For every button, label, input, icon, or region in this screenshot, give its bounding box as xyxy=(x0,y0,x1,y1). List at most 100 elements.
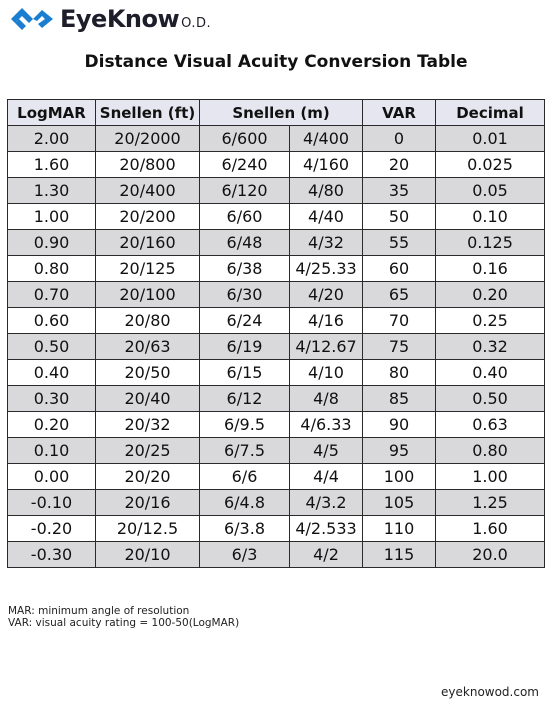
cell-snellen-m-6: 6/15 xyxy=(199,359,290,386)
cell-decimal: 0.025 xyxy=(435,151,546,178)
cell-snellen-ft: 20/2000 xyxy=(95,125,200,152)
footnote-mar: MAR: minimum angle of resolution xyxy=(8,605,190,617)
brand-name: EyeKnow xyxy=(60,5,180,33)
cell-logmar: 0.40 xyxy=(7,359,96,386)
cell-snellen-m-4: 4/6.33 xyxy=(288,411,364,438)
table-row: -0.10 20/16 6/4.8 4/3.2 105 1.25 xyxy=(7,489,546,516)
table-body: 2.00 20/2000 6/600 4/400 0 0.01 1.60 20/800 6/24… xyxy=(7,125,546,568)
cell-snellen-m-6: 6/4.8 xyxy=(199,489,290,516)
cell-snellen-m-4: 4/25.33 xyxy=(288,255,364,282)
cell-snellen-m-6: 6/3 xyxy=(199,541,290,568)
cell-snellen-m-6: 6/240 xyxy=(199,151,290,178)
table-row: 0.00 20/20 6/6 4/4 100 1.00 xyxy=(7,463,546,490)
cell-snellen-m-4: 4/16 xyxy=(288,307,364,334)
cell-decimal: 0.05 xyxy=(435,177,546,204)
cell-var: 35 xyxy=(362,177,437,204)
cell-snellen-m-4: 4/2.533 xyxy=(288,515,364,542)
cell-snellen-m-6: 6/38 xyxy=(199,255,290,282)
cell-snellen-ft: 20/12.5 xyxy=(95,515,200,542)
cell-snellen-ft: 20/40 xyxy=(95,385,200,412)
cell-snellen-ft: 20/160 xyxy=(95,229,200,256)
cell-snellen-ft: 20/800 xyxy=(95,151,200,178)
cell-decimal: 0.32 xyxy=(435,333,546,360)
cell-snellen-m-6: 6/120 xyxy=(199,177,290,204)
cell-snellen-m-4: 4/10 xyxy=(288,359,364,386)
cell-snellen-m-4: 4/32 xyxy=(288,229,364,256)
cell-snellen-m-6: 6/30 xyxy=(199,281,290,308)
cell-snellen-m-4: 4/5 xyxy=(288,437,364,464)
table-row: 1.00 20/200 6/60 4/40 50 0.10 xyxy=(7,203,546,230)
cell-snellen-ft: 20/400 xyxy=(95,177,200,204)
cell-var: 85 xyxy=(362,385,437,412)
cell-snellen-m-4: 4/20 xyxy=(288,281,364,308)
cell-decimal: 0.125 xyxy=(435,229,546,256)
acuity-conversion-table: LogMAR Snellen (ft) Snellen (m) VAR Deci… xyxy=(7,99,546,568)
cell-logmar: 0.10 xyxy=(7,437,96,464)
cell-logmar: 0.50 xyxy=(7,333,96,360)
cell-snellen-m-6: 6/9.5 xyxy=(199,411,290,438)
cell-snellen-m-4: 4/160 xyxy=(288,151,364,178)
table-row: 0.90 20/160 6/48 4/32 55 0.125 xyxy=(7,229,546,256)
table-row: 0.50 20/63 6/19 4/12.67 75 0.32 xyxy=(7,333,546,360)
cell-var: 0 xyxy=(362,125,437,152)
cell-decimal: 20.0 xyxy=(435,541,546,568)
table-row: 1.30 20/400 6/120 4/80 35 0.05 xyxy=(7,177,546,204)
cell-logmar: 1.30 xyxy=(7,177,96,204)
cell-snellen-m-4: 4/4 xyxy=(288,463,364,490)
eyeknow-logo-icon xyxy=(11,8,53,30)
cell-logmar: 0.20 xyxy=(7,411,96,438)
table-row: 0.10 20/25 6/7.5 4/5 95 0.80 xyxy=(7,437,546,464)
cell-logmar: 0.90 xyxy=(7,229,96,256)
cell-logmar: 0.60 xyxy=(7,307,96,334)
page-title: Distance Visual Acuity Conversion Table xyxy=(84,52,468,72)
cell-decimal: 1.00 xyxy=(435,463,546,490)
cell-var: 75 xyxy=(362,333,437,360)
table-row: 0.80 20/125 6/38 4/25.33 60 0.16 xyxy=(7,255,546,282)
cell-snellen-m-4: 4/8 xyxy=(288,385,364,412)
cell-var: 110 xyxy=(362,515,437,542)
cell-snellen-ft: 20/80 xyxy=(95,307,200,334)
cell-snellen-m-6: 6/3.8 xyxy=(199,515,290,542)
cell-snellen-m-6: 6/6 xyxy=(199,463,290,490)
table-row: 0.70 20/100 6/30 4/20 65 0.20 xyxy=(7,281,546,308)
table-row: -0.20 20/12.5 6/3.8 4/2.533 110 1.60 xyxy=(7,515,546,542)
cell-snellen-m-6: 6/60 xyxy=(199,203,290,230)
cell-logmar: -0.30 xyxy=(7,541,96,568)
cell-decimal: 0.01 xyxy=(435,125,546,152)
cell-snellen-m-6: 6/24 xyxy=(199,307,290,334)
header-var: VAR xyxy=(362,99,437,126)
table-row: 0.40 20/50 6/15 4/10 80 0.40 xyxy=(7,359,546,386)
cell-snellen-ft: 20/32 xyxy=(95,411,200,438)
footnote-var: VAR: visual acuity rating = 100-50(LogMA… xyxy=(8,617,240,629)
cell-snellen-m-6: 6/600 xyxy=(199,125,290,152)
cell-snellen-m-4: 4/3.2 xyxy=(288,489,364,516)
header-snellen-ft: Snellen (ft) xyxy=(95,99,200,126)
cell-var: 95 xyxy=(362,437,437,464)
cell-snellen-ft: 20/63 xyxy=(95,333,200,360)
brand-logo: EyeKnow O.D. xyxy=(8,4,211,34)
cell-logmar: 0.00 xyxy=(7,463,96,490)
cell-logmar: 0.80 xyxy=(7,255,96,282)
footnotes: MAR: minimum angle of resolution VAR: vi… xyxy=(8,605,239,629)
table-row: 0.60 20/80 6/24 4/16 70 0.25 xyxy=(7,307,546,334)
header-decimal: Decimal xyxy=(435,99,546,126)
cell-snellen-m-6: 6/7.5 xyxy=(199,437,290,464)
brand-suffix: O.D. xyxy=(181,15,212,31)
cell-snellen-ft: 20/50 xyxy=(95,359,200,386)
cell-logmar: 0.70 xyxy=(7,281,96,308)
cell-logmar: 2.00 xyxy=(7,125,96,152)
cell-var: 100 xyxy=(362,463,437,490)
cell-snellen-m-4: 4/2 xyxy=(288,541,364,568)
cell-snellen-ft: 20/16 xyxy=(95,489,200,516)
cell-snellen-m-6: 6/48 xyxy=(199,229,290,256)
table-row: 1.60 20/800 6/240 4/160 20 0.025 xyxy=(7,151,546,178)
table-row: 0.30 20/40 6/12 4/8 85 0.50 xyxy=(7,385,546,412)
cell-var: 55 xyxy=(362,229,437,256)
cell-snellen-m-4: 4/12.67 xyxy=(288,333,364,360)
cell-var: 20 xyxy=(362,151,437,178)
cell-decimal: 0.25 xyxy=(435,307,546,334)
table-row: 2.00 20/2000 6/600 4/400 0 0.01 xyxy=(7,125,546,152)
cell-decimal: 1.25 xyxy=(435,489,546,516)
cell-logmar: 1.00 xyxy=(7,203,96,230)
cell-decimal: 0.63 xyxy=(435,411,546,438)
